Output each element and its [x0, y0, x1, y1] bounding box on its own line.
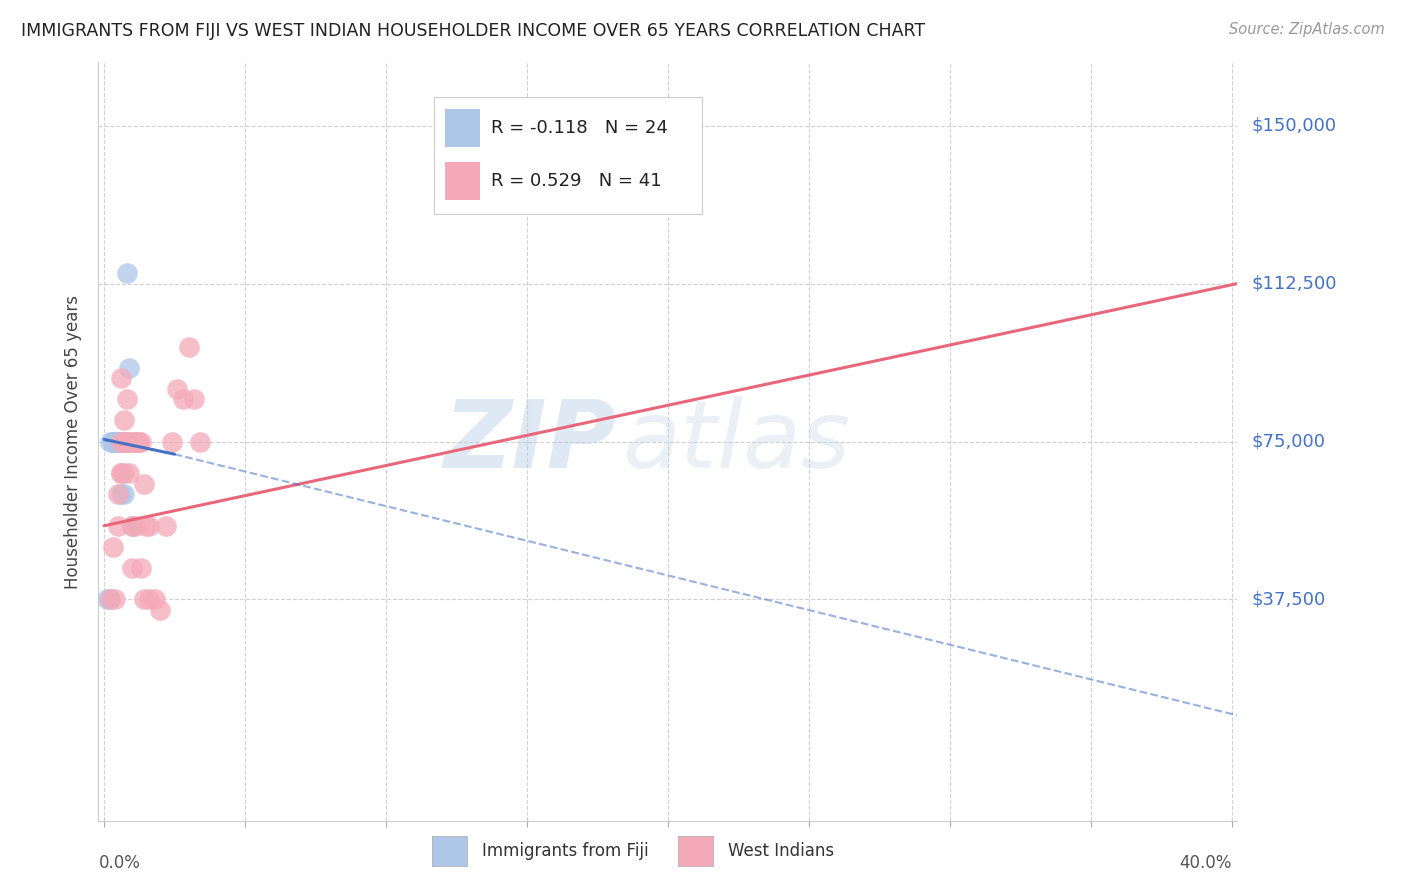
Point — [110, 434, 132, 449]
Point — [124, 434, 146, 449]
Point — [115, 434, 138, 449]
Point — [107, 434, 129, 449]
Point — [96, 592, 118, 607]
Text: $75,000: $75,000 — [1251, 433, 1326, 450]
Point — [112, 434, 135, 449]
Point — [101, 434, 124, 449]
Point — [127, 434, 149, 449]
Text: $150,000: $150,000 — [1251, 117, 1336, 135]
Y-axis label: Householder Income Over 65 years: Householder Income Over 65 years — [65, 294, 83, 589]
Point — [172, 392, 194, 407]
Point — [110, 487, 132, 501]
Point — [112, 413, 135, 427]
Point — [107, 487, 129, 501]
Point — [129, 561, 152, 575]
Point — [112, 487, 135, 501]
Point — [107, 518, 129, 533]
Point — [124, 518, 146, 533]
Point — [124, 434, 146, 449]
Point — [135, 518, 157, 533]
Point — [115, 392, 138, 407]
Point — [110, 434, 132, 449]
Point — [121, 518, 143, 533]
Point — [110, 466, 132, 480]
Point — [138, 592, 160, 607]
Text: ZIP: ZIP — [444, 395, 617, 488]
Text: Source: ZipAtlas.com: Source: ZipAtlas.com — [1229, 22, 1385, 37]
Point — [118, 466, 141, 480]
Point — [118, 434, 141, 449]
Point — [98, 434, 121, 449]
Point — [104, 434, 127, 449]
Point — [98, 592, 121, 607]
Point — [183, 392, 205, 407]
Point — [110, 434, 132, 449]
Point — [121, 434, 143, 449]
Point — [160, 434, 183, 449]
Point — [98, 592, 121, 607]
Point — [121, 518, 143, 533]
Point — [143, 592, 166, 607]
Point — [107, 434, 129, 449]
Point — [127, 434, 149, 449]
Text: 40.0%: 40.0% — [1180, 855, 1232, 872]
Text: IMMIGRANTS FROM FIJI VS WEST INDIAN HOUSEHOLDER INCOME OVER 65 YEARS CORRELATION: IMMIGRANTS FROM FIJI VS WEST INDIAN HOUS… — [21, 22, 925, 40]
Text: atlas: atlas — [623, 396, 851, 487]
Point — [101, 540, 124, 554]
Text: $112,500: $112,500 — [1251, 275, 1337, 293]
Point — [104, 434, 127, 449]
Point — [155, 518, 177, 533]
Point — [166, 382, 188, 396]
Point — [138, 518, 160, 533]
Point — [112, 434, 135, 449]
Point — [129, 434, 152, 449]
Point — [118, 360, 141, 375]
Point — [177, 340, 200, 354]
Point — [188, 434, 211, 449]
Text: $37,500: $37,500 — [1251, 591, 1326, 608]
Point — [115, 434, 138, 449]
Point — [107, 434, 129, 449]
Point — [107, 434, 129, 449]
Point — [110, 371, 132, 385]
Point — [149, 603, 172, 617]
Point — [115, 434, 138, 449]
Point — [112, 434, 135, 449]
Point — [132, 476, 155, 491]
Point — [112, 434, 135, 449]
Point — [110, 434, 132, 449]
Point — [112, 466, 135, 480]
Point — [104, 592, 127, 607]
Point — [121, 561, 143, 575]
Point — [115, 266, 138, 280]
Point — [101, 434, 124, 449]
Point — [132, 592, 155, 607]
Point — [110, 466, 132, 480]
Point — [127, 434, 149, 449]
Text: 0.0%: 0.0% — [98, 855, 141, 872]
